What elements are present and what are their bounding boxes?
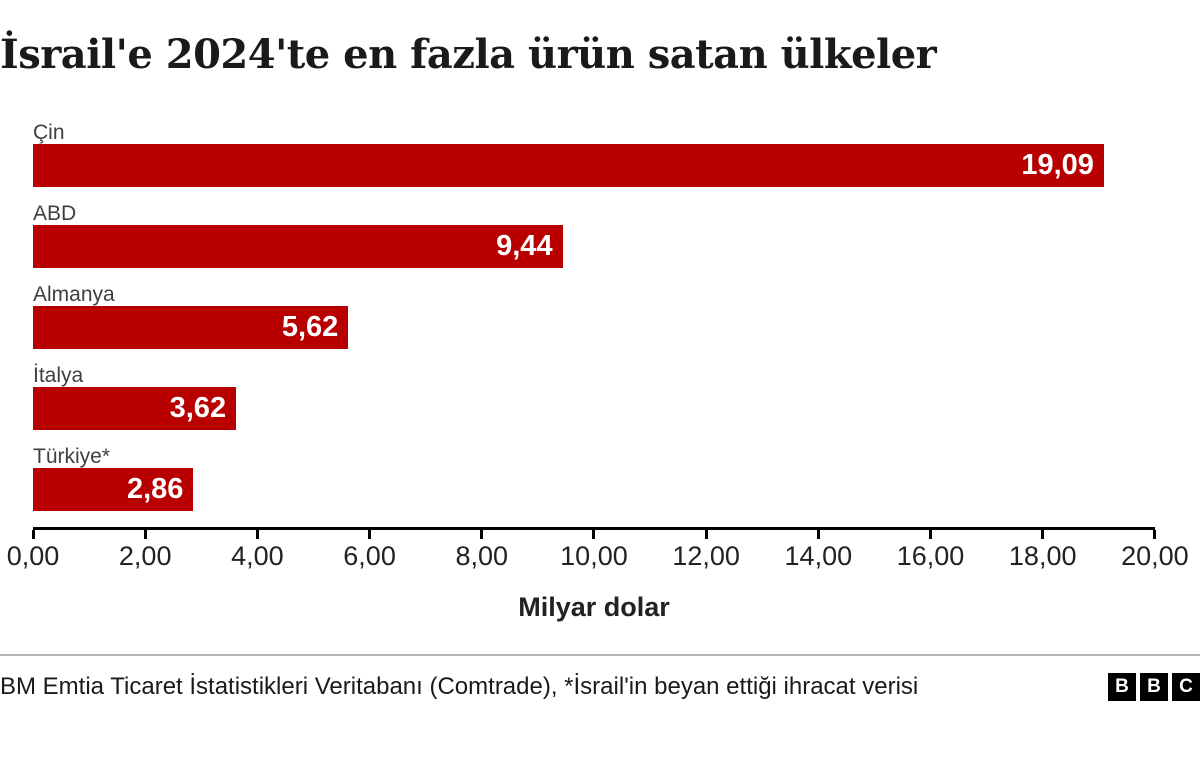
bar-value-label: 3,62 — [169, 392, 227, 424]
bar-value-label: 9,44 — [496, 230, 553, 262]
x-axis-line: 0,00 2,00 4,00 6,00 8,00 10,00 12,00 14,… — [7, 527, 1189, 572]
bar-turkiye: 2,86 — [33, 468, 194, 511]
tick-label: 20,00 — [1121, 541, 1189, 571]
tick-mark — [592, 530, 596, 539]
tick-mark — [143, 530, 147, 539]
category-label: Türkiye* — [33, 445, 111, 468]
tick-label: 10,00 — [560, 541, 628, 571]
tick-label: 8,00 — [455, 541, 509, 571]
tick-mark — [480, 530, 484, 539]
tick-mark — [929, 530, 932, 539]
tick-label: 2,00 — [118, 541, 172, 571]
bar-italya: 3,62 — [33, 387, 237, 430]
bar-row-cin: Çin 19,09 — [33, 122, 1155, 187]
bar-almanya: 5,62 — [33, 306, 349, 349]
bar-row-abd: ABD 9,44 — [33, 203, 1155, 268]
bar-abd: 9,44 — [33, 225, 563, 268]
bar-row-almanya: Almanya 5,62 — [33, 284, 1155, 349]
tick-label: 12,00 — [672, 541, 740, 571]
tick-label: 0,00 — [6, 541, 60, 571]
bar-value-label: 2,86 — [126, 473, 184, 505]
bbc-logo: B B C — [1108, 672, 1200, 701]
tick-label: 18,00 — [1008, 541, 1077, 571]
bar-value-label: 5,62 — [281, 311, 339, 343]
bar-row-turkiye: Türkiye* 2,86 — [33, 446, 1155, 511]
tick-mark — [1153, 530, 1157, 539]
x-axis-title: Milyar dolar — [518, 592, 670, 622]
tick-label: 14,00 — [784, 541, 853, 571]
source-text: BM Emtia Ticaret İstatistikleri Veritaba… — [0, 673, 919, 700]
page-title: İsrail'e 2024'te en fazla ürün satan ülk… — [0, 31, 937, 78]
bbc-logo-block: B — [1140, 673, 1168, 701]
tick-mark — [368, 530, 372, 539]
footer-divider — [0, 654, 1200, 656]
bar-chart: Çin 19,09 ABD 9,44 Almanya 5,62 İtalya 3… — [7, 122, 1189, 623]
tick-mark — [816, 530, 820, 539]
category-label: Çin — [33, 121, 65, 144]
bbc-logo-block: B — [1108, 673, 1136, 701]
tick-mark — [255, 530, 259, 539]
tick-mark — [1041, 530, 1045, 539]
bbc-logo-block: C — [1172, 673, 1200, 701]
category-label: ABD — [33, 202, 77, 225]
tick-label: 16,00 — [896, 541, 965, 571]
footer: BM Emtia Ticaret İstatistikleri Veritaba… — [0, 672, 1200, 701]
tick-mark — [704, 530, 708, 539]
tick-label: 6,00 — [343, 541, 396, 571]
category-label: İtalya — [33, 364, 84, 387]
bar-cin: 19,09 — [33, 144, 1104, 187]
category-label: Almanya — [33, 283, 115, 306]
bar-row-italya: İtalya 3,62 — [33, 365, 1155, 430]
tick-label: 4,00 — [231, 541, 284, 571]
tick-mark — [31, 530, 35, 539]
x-axis-ticks: 0,00 2,00 4,00 6,00 8,00 10,00 12,00 14,… — [7, 530, 1189, 572]
bar-value-label: 19,09 — [1021, 149, 1094, 181]
